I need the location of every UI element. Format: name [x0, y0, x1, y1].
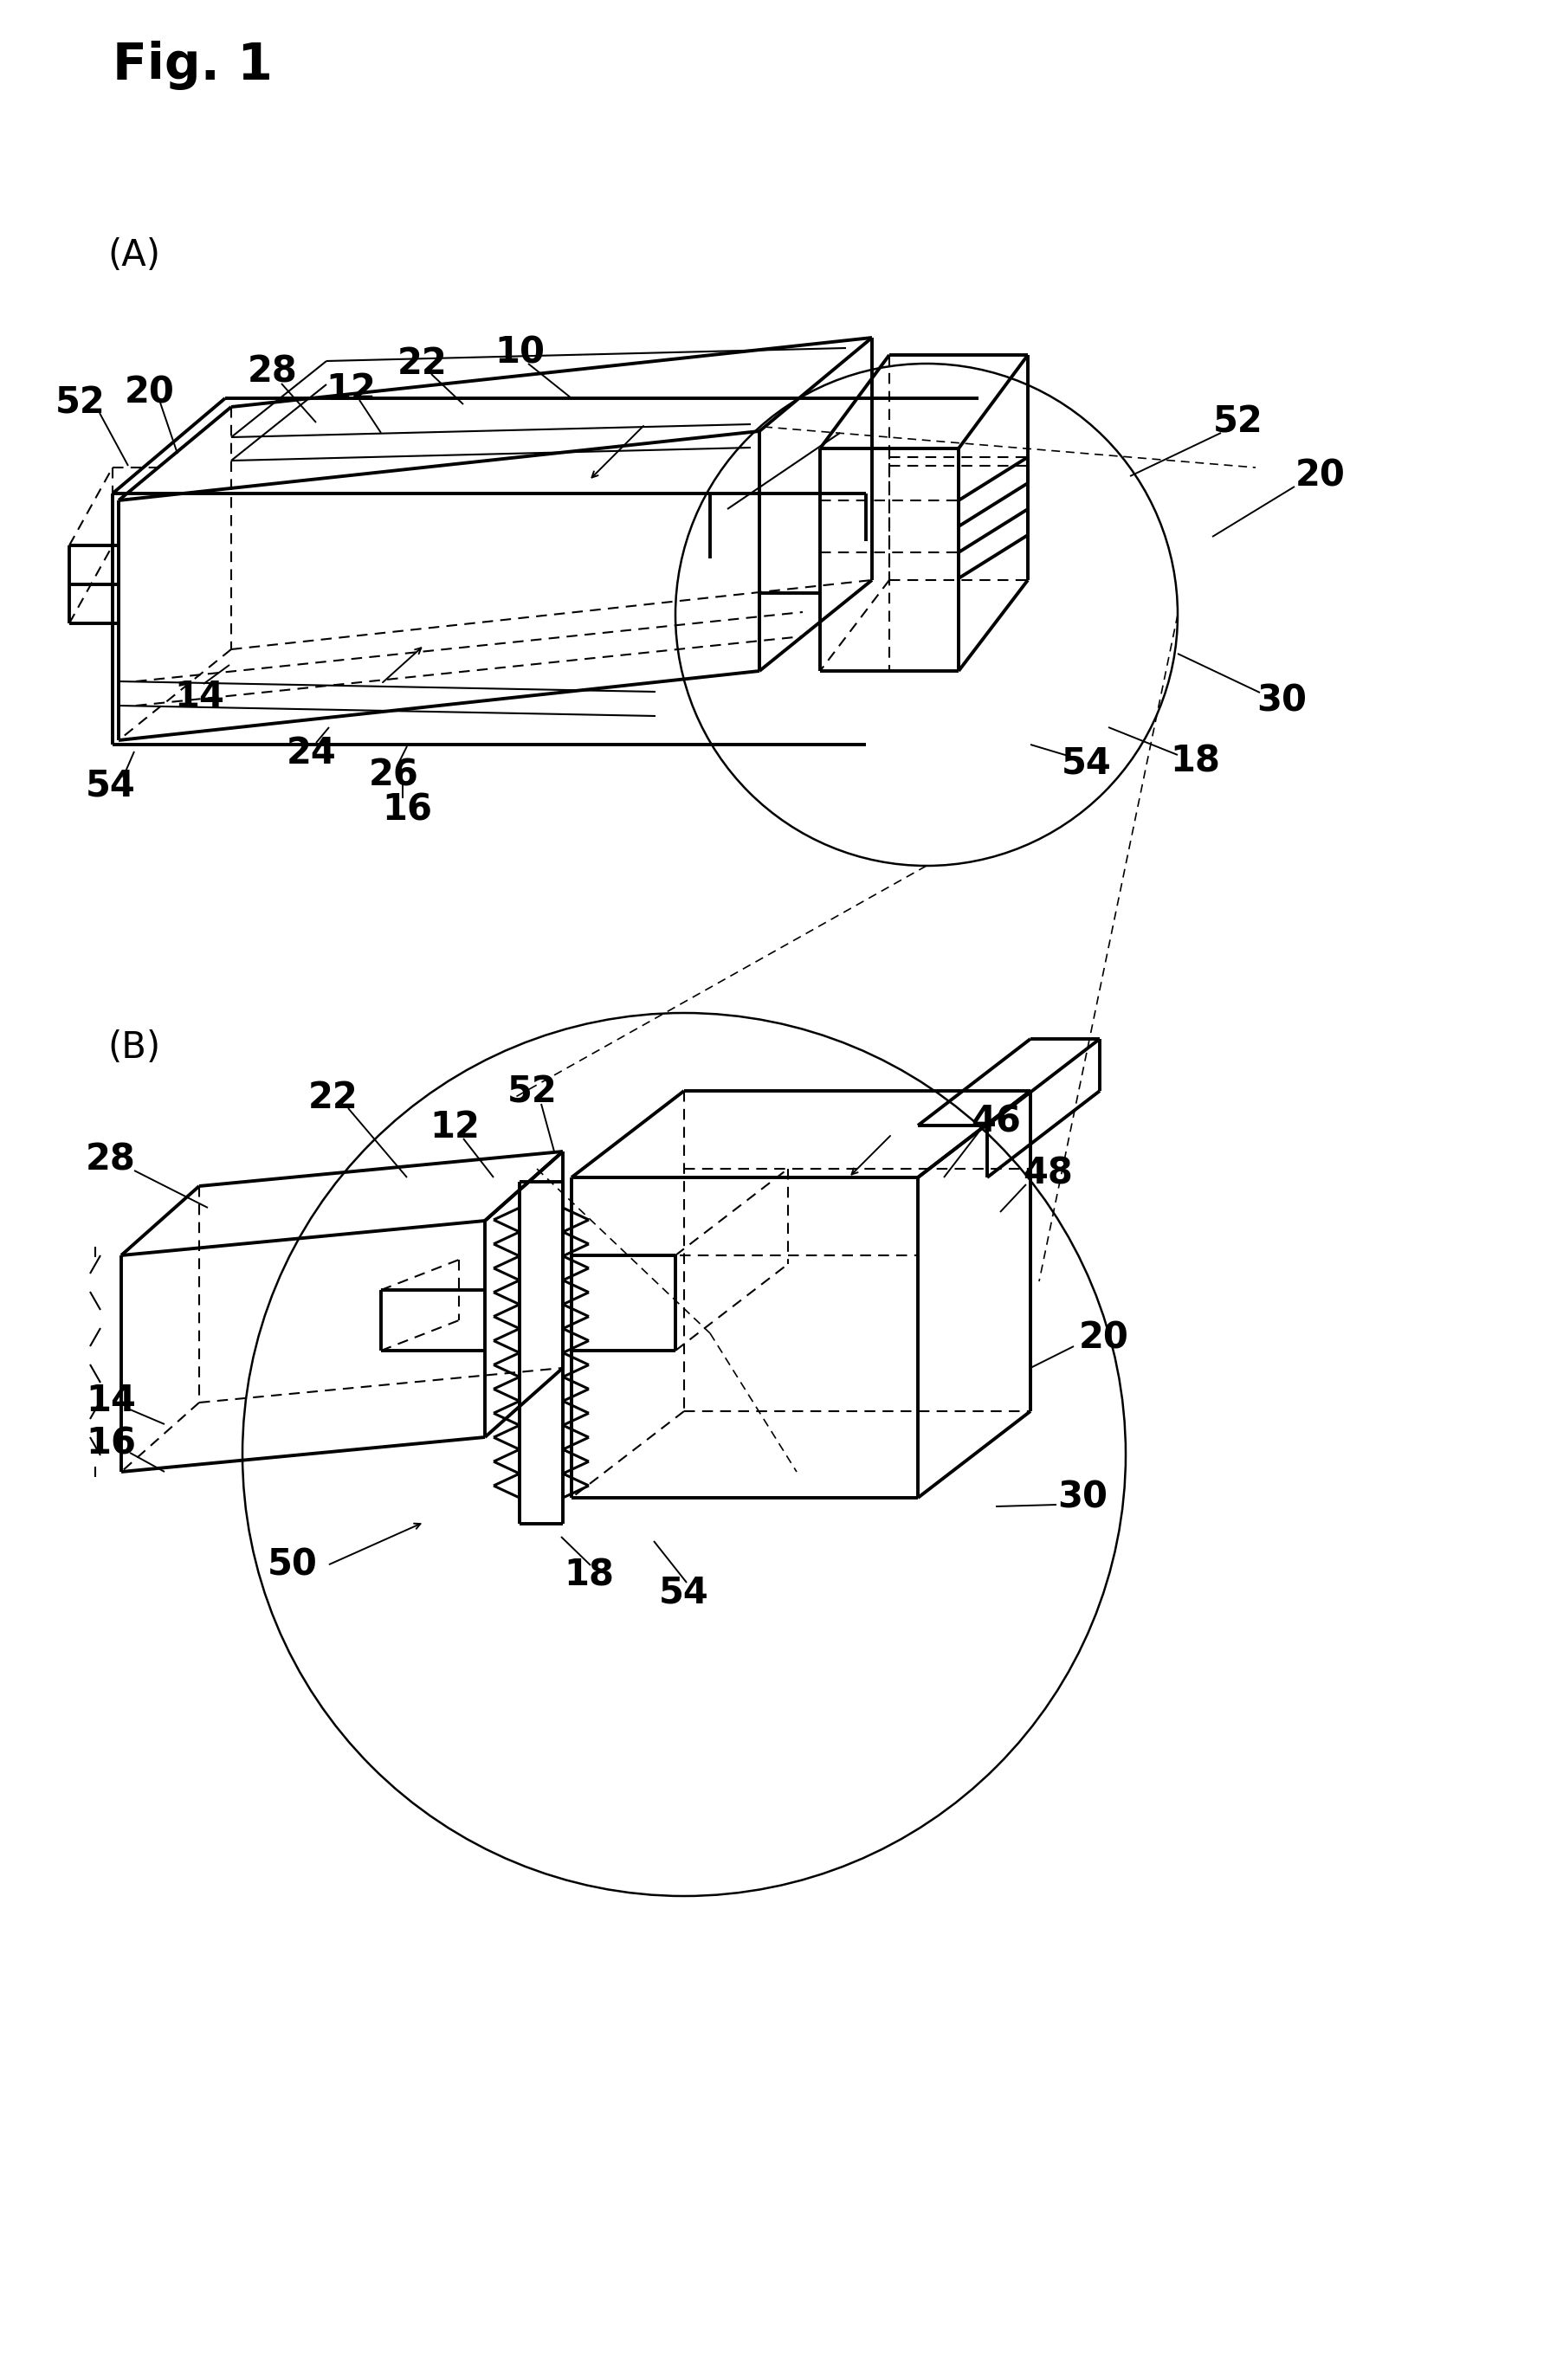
Text: 12: 12 — [430, 1109, 480, 1145]
Text: 54: 54 — [1061, 745, 1111, 781]
Text: 30: 30 — [1057, 1480, 1108, 1516]
Text: 16: 16 — [86, 1426, 136, 1461]
Text: 12: 12 — [325, 371, 375, 407]
Text: 30: 30 — [1257, 683, 1307, 719]
Text: 14: 14 — [86, 1383, 136, 1418]
Text: 28: 28 — [86, 1142, 136, 1178]
Text: 28: 28 — [247, 355, 299, 390]
Text: 24: 24 — [286, 735, 336, 771]
Text: Fig. 1: Fig. 1 — [113, 40, 272, 90]
Text: 26: 26 — [369, 757, 419, 793]
Text: (B): (B) — [108, 1031, 161, 1066]
Text: 18: 18 — [564, 1557, 614, 1595]
Text: 22: 22 — [308, 1081, 358, 1116]
Text: 20: 20 — [1296, 457, 1346, 495]
Text: 52: 52 — [508, 1073, 558, 1111]
Text: 54: 54 — [86, 769, 136, 804]
Text: 48: 48 — [1022, 1154, 1072, 1192]
Text: 10: 10 — [494, 336, 544, 371]
Text: 50: 50 — [267, 1547, 317, 1583]
Text: 18: 18 — [1169, 743, 1221, 781]
Text: 54: 54 — [660, 1576, 710, 1611]
Text: (A): (A) — [108, 238, 161, 274]
Text: 52: 52 — [56, 386, 106, 421]
Text: 14: 14 — [173, 678, 224, 714]
Text: 16: 16 — [381, 790, 431, 828]
Text: 22: 22 — [397, 345, 447, 381]
Text: 20: 20 — [1078, 1319, 1128, 1357]
Text: 20: 20 — [125, 374, 175, 409]
Text: 46: 46 — [971, 1102, 1021, 1140]
Text: 52: 52 — [1213, 405, 1263, 440]
